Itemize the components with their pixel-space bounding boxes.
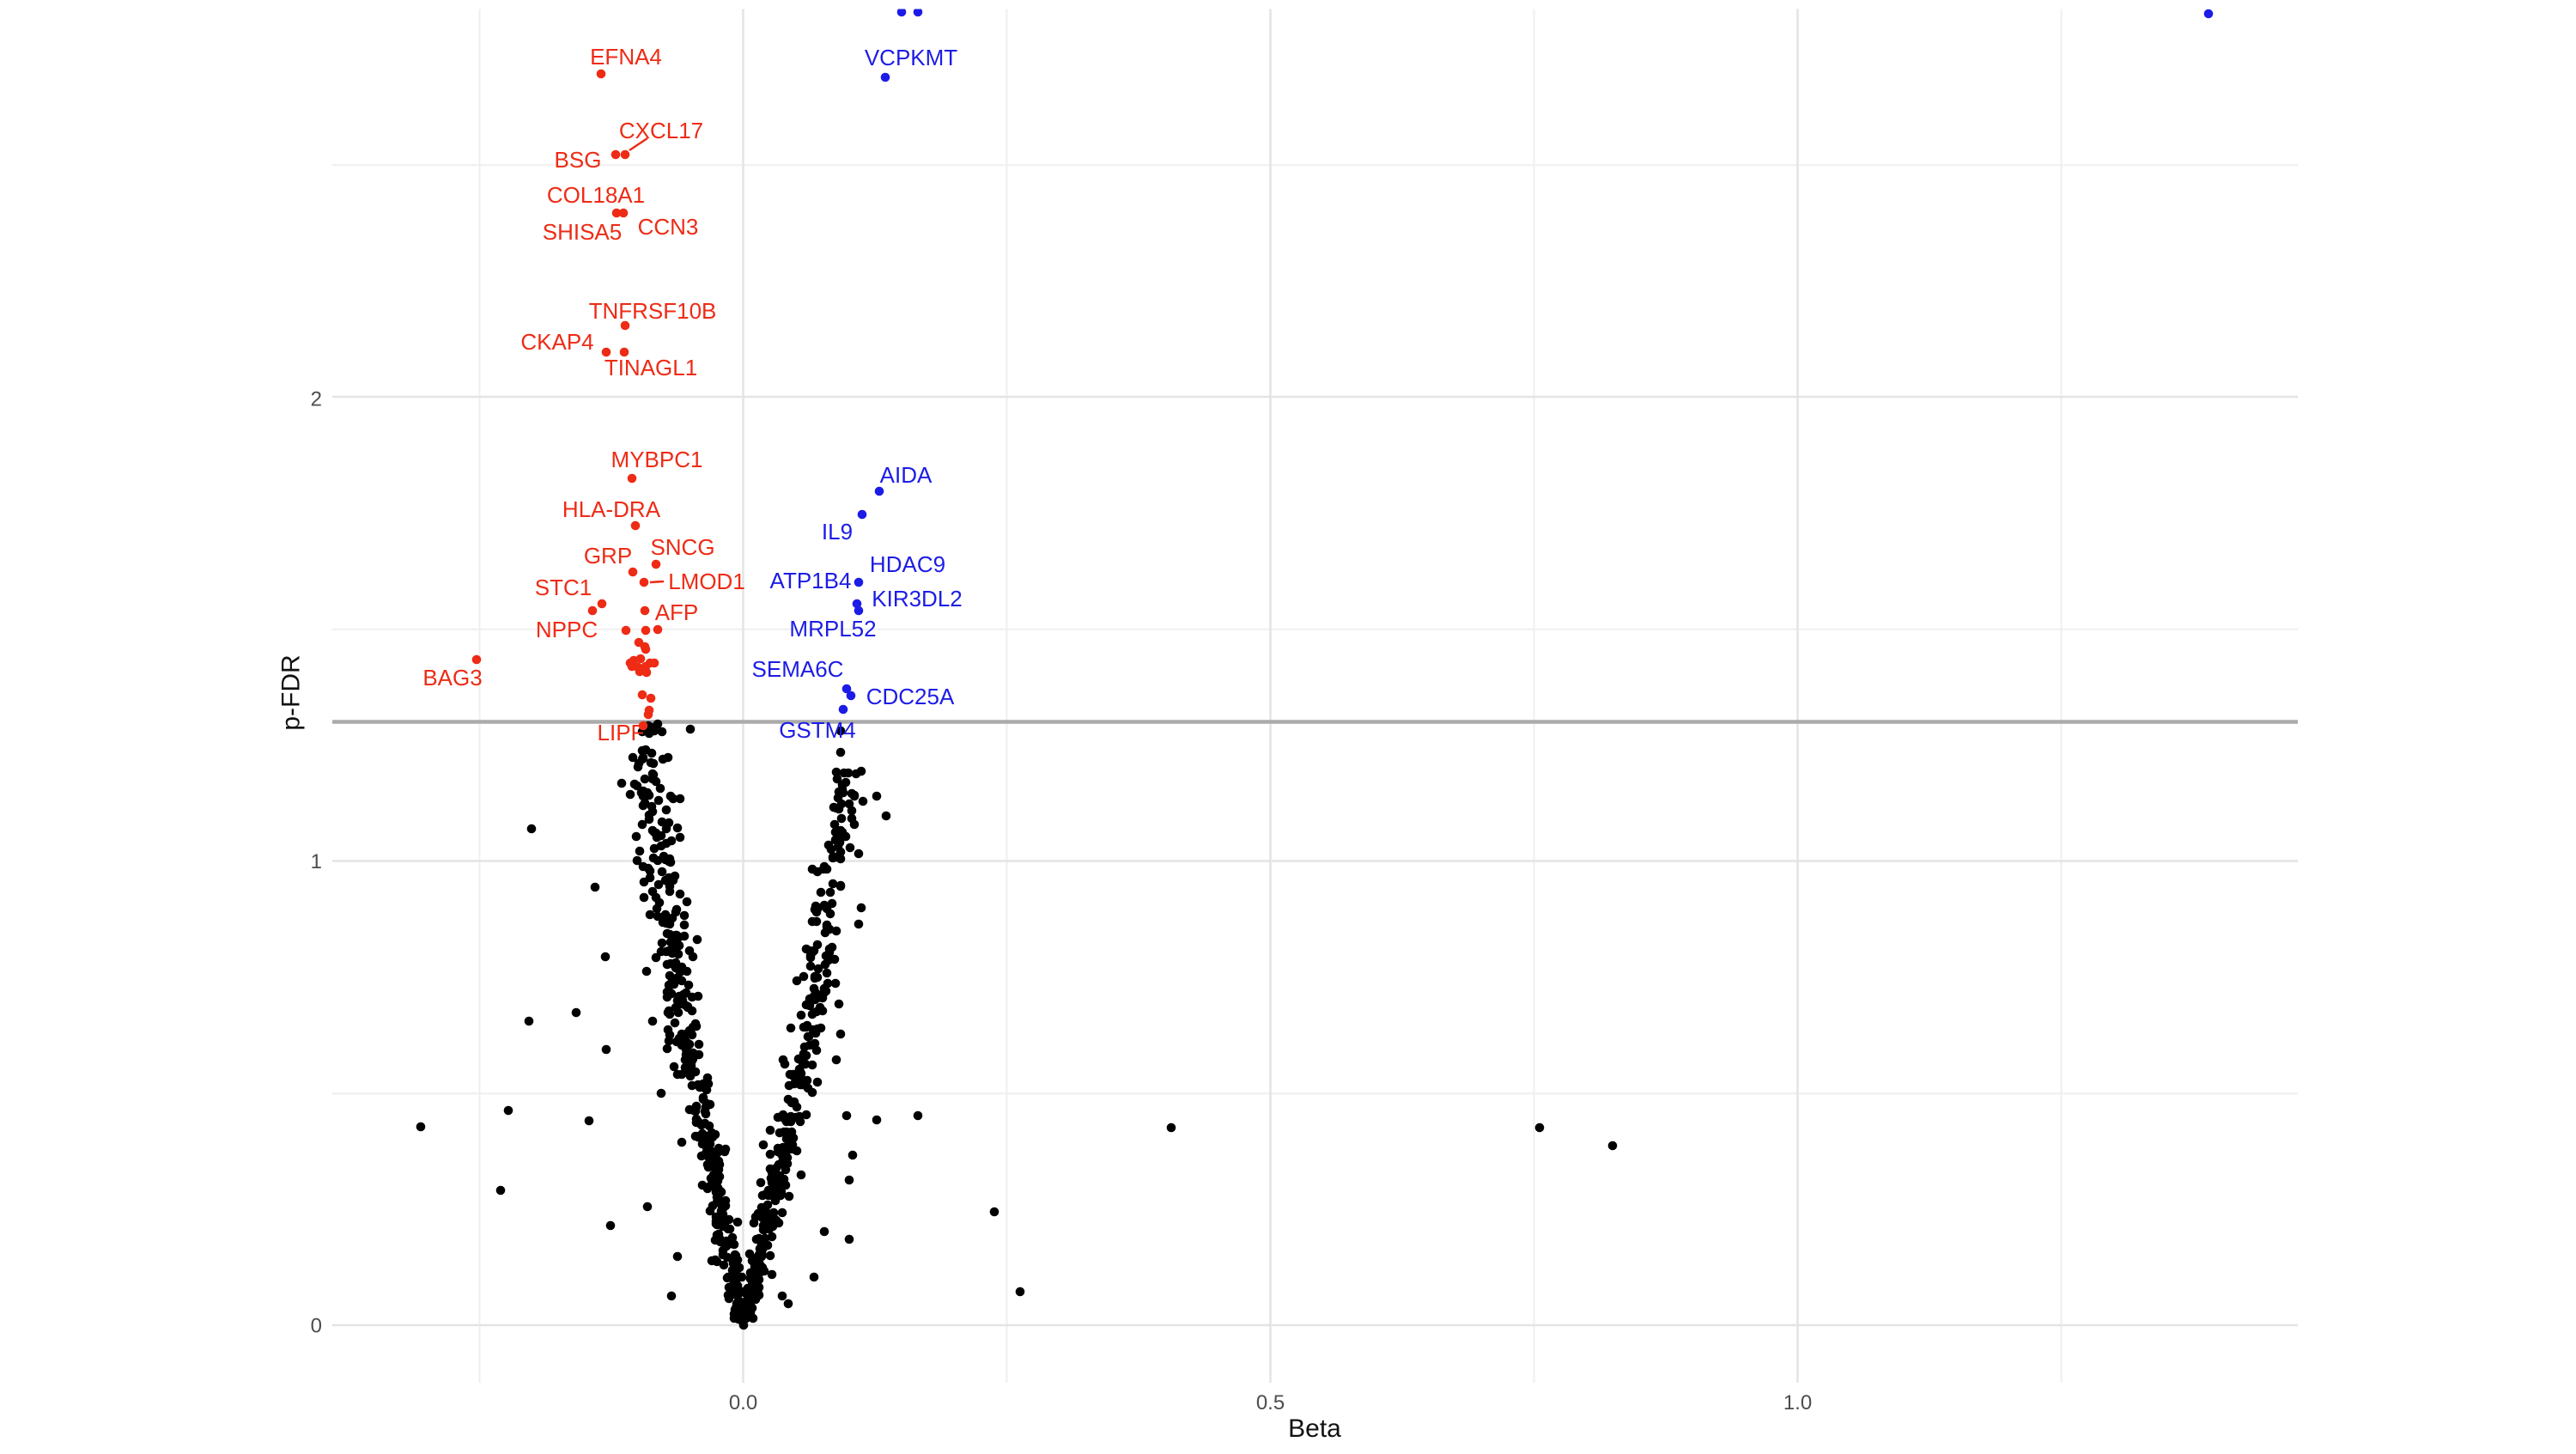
svg-text:SHISA5: SHISA5 [543,219,623,245]
svg-text:HLA-DRA: HLA-DRA [562,496,661,522]
svg-text:ATP1B4: ATP1B4 [770,568,852,593]
svg-text:TNFRSF10B: TNFRSF10B [589,298,717,324]
svg-text:SEMA6C: SEMA6C [752,656,844,682]
svg-text:MRPL52: MRPL52 [789,616,876,642]
svg-text:2: 2 [311,388,322,411]
svg-text:p-FDR: p-FDR [277,654,306,730]
svg-text:AFP: AFP [655,599,699,625]
svg-text:1: 1 [311,850,322,873]
svg-text:AIDA: AIDA [880,462,933,488]
svg-text:VCPKMT: VCPKMT [865,45,957,70]
svg-text:STC1: STC1 [535,575,592,600]
svg-text:BSG: BSG [555,147,602,173]
svg-text:GSTM4: GSTM4 [779,717,856,743]
svg-text:EFNA4: EFNA4 [590,44,662,70]
svg-text:CXCL17: CXCL17 [619,118,703,143]
svg-text:0.5: 0.5 [1256,1391,1285,1414]
svg-text:IL9: IL9 [822,519,853,544]
svg-text:NPPC: NPPC [536,617,598,642]
svg-text:KIR3DL2: KIR3DL2 [872,586,963,611]
svg-text:MYBPC1: MYBPC1 [611,447,703,472]
svg-text:CCN3: CCN3 [638,214,699,240]
svg-text:SNCG: SNCG [650,534,714,560]
svg-text:0: 0 [311,1315,322,1338]
svg-text:1.0: 1.0 [1783,1391,1812,1414]
svg-text:CKAP4: CKAP4 [520,329,593,355]
svg-text:Beta: Beta [1288,1414,1341,1443]
svg-text:COL18A1: COL18A1 [547,182,645,208]
svg-text:GRP: GRP [584,543,632,569]
svg-text:LMOD1: LMOD1 [668,569,745,594]
svg-text:HDAC9: HDAC9 [870,551,945,577]
svg-text:CDC25A: CDC25A [866,684,955,709]
svg-text:BAG3: BAG3 [422,665,482,690]
svg-text:LIPF: LIPF [598,720,645,745]
svg-text:0.0: 0.0 [729,1391,757,1414]
svg-text:TINAGL1: TINAGL1 [605,355,697,380]
